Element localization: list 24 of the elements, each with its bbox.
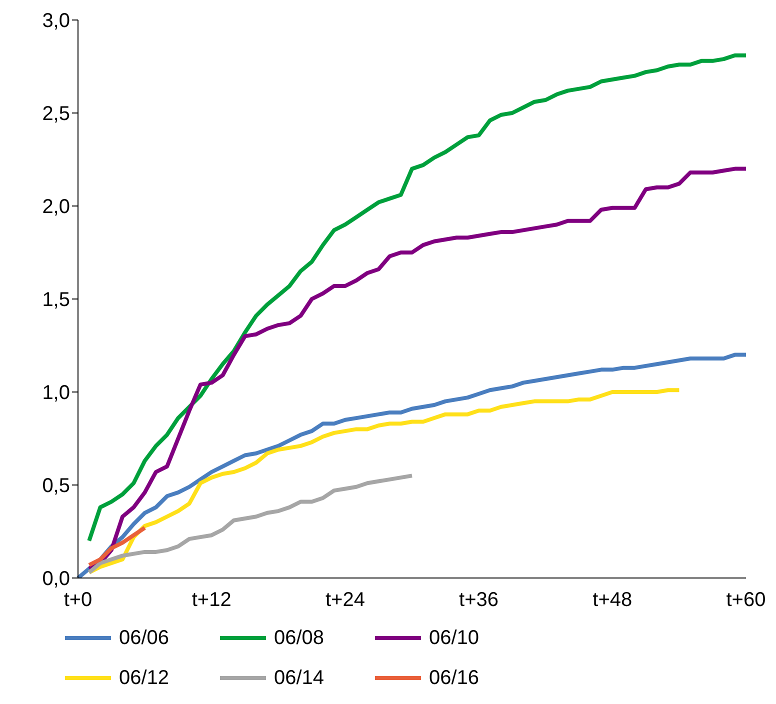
y-tick-label: 2,0	[42, 196, 70, 218]
x-tick-label: t+24	[325, 589, 365, 612]
y-tick-label: 0,5	[42, 475, 70, 498]
y-tick-label: 1,0	[42, 382, 70, 404]
x-tick-label: t+48	[592, 589, 632, 612]
x-tick-label: t+0	[64, 589, 92, 612]
legend-label: 06/10	[429, 626, 480, 650]
line-series	[87, 526, 147, 567]
legend-label: 06/06	[119, 626, 170, 650]
line-series	[87, 166, 748, 571]
line-series	[87, 474, 414, 574]
legend-label: 06/16	[429, 666, 480, 690]
legend-label: 06/08	[274, 626, 324, 650]
x-tick-label: t+12	[192, 589, 232, 612]
legend-label: 06/12	[119, 666, 170, 690]
y-tick-label: 1,5	[42, 289, 70, 312]
line-series	[87, 388, 682, 574]
x-tick-label: t+36	[459, 589, 499, 612]
legend-label: 06/14	[274, 666, 324, 690]
y-tick-label: 3,0	[42, 10, 70, 32]
y-tick-label: 0,0	[42, 568, 70, 590]
line-series	[87, 53, 748, 543]
x-tick-label: t+60	[726, 589, 766, 612]
y-tick-label: 2,5	[42, 103, 70, 126]
